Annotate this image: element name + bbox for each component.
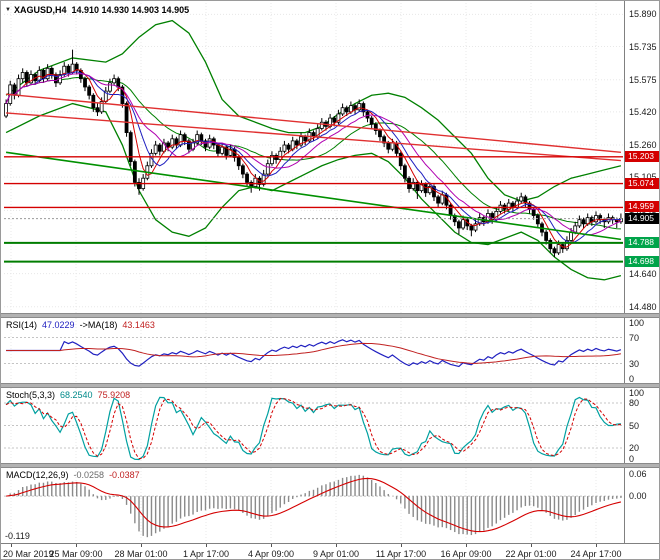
stochastic-axis-label: 80 [629, 398, 640, 408]
price-axis-label: 15.735 [629, 41, 657, 52]
macd-min-label: -0.119 [5, 531, 30, 541]
support-price-tag: 14.698 [625, 255, 659, 267]
time-axis-label: 24 Apr 17:00 [570, 549, 622, 559]
time-axis-tick [206, 544, 207, 547]
price-axis-label: 15.260 [629, 140, 657, 151]
time-axis-tick [76, 544, 77, 547]
time-axis-label: 9 Apr 01:00 [312, 549, 360, 559]
bollinger-bands [5, 19, 622, 281]
macd-pane [4, 474, 623, 538]
grid [4, 3, 623, 543]
macd-axis-label: 0.00 [629, 491, 647, 502]
rsi-name: RSI(14) [6, 320, 38, 330]
rsi-axis-label: 30 [629, 358, 640, 369]
time-axis-tick [596, 544, 597, 547]
rsi-ma-name: ->MA(18) [79, 320, 118, 330]
time-axis-tick [271, 544, 272, 547]
trendlines [5, 93, 622, 241]
macd-indicator-label: MACD(12,26,9) -0.0258 -0.0387 [6, 470, 145, 480]
time-axis-tick [11, 544, 12, 547]
stoch-name: Stoch(5,3,3) [6, 390, 56, 400]
resistance-price-tag: 14.959 [625, 201, 659, 213]
time-axis-label: 16 Apr 09:00 [440, 549, 492, 559]
rsi-axis-label: 100 [629, 318, 645, 328]
pane-separator[interactable] [1, 313, 659, 318]
stochastic-indicator-label: Stoch(5,3,3) 68.2540 75.9208 [6, 390, 135, 400]
stochastic-axis-label: 50 [629, 420, 640, 431]
pane-separator[interactable] [1, 383, 659, 388]
time-axis-label: 22 Apr 01:00 [505, 549, 557, 559]
resistance-price-tag: 15.203 [625, 150, 659, 162]
rsi-indicator-label: RSI(14) 47.0229 ->MA(18) 43.1463 [6, 320, 160, 330]
stoch-k-value: 68.2540 [60, 390, 93, 400]
time-axis-label: 4 Apr 09:00 [247, 549, 295, 559]
chart-header: ▼ XAGUSD,H4 14.910 14.930 14.903 14.905 [5, 5, 189, 15]
macd-axis-label: 0.06 [629, 468, 647, 479]
time-axis-label: 20 Mar 2019 [3, 549, 54, 559]
time-axis-label: 11 Apr 17:00 [375, 549, 427, 559]
macd-main-value: -0.0258 [73, 470, 105, 480]
resistance-price-tag: 15.074 [625, 177, 659, 189]
rsi-ma-value: 43.1463 [122, 320, 155, 330]
time-axis-tick [401, 544, 402, 547]
price-axis-label: 14.640 [629, 268, 657, 279]
stochastic-axis-label: 20 [629, 443, 640, 453]
rsi-axis-label: 70 [629, 332, 640, 343]
stochastic-axis-label: 100 [629, 388, 645, 398]
rsi-pane [4, 337, 623, 368]
price-axis-label: 15.575 [629, 74, 657, 85]
horizontal-levels [4, 156, 623, 263]
time-axis-label: 25 Mar 09:00 [49, 549, 103, 559]
current-price-tag: 14.905 [625, 212, 659, 224]
time-axis-tick [141, 544, 142, 547]
price-axis-label: 15.105 [629, 172, 657, 182]
moving-averages [5, 69, 622, 248]
time-axis-tick [336, 544, 337, 547]
price-axis-label: 14.480 [629, 301, 657, 312]
stochastic-pane [4, 396, 623, 461]
support-price-tag: 14.788 [625, 236, 659, 248]
stoch-d-value: 75.9208 [97, 390, 131, 400]
price-axis-label: 15.420 [629, 106, 657, 117]
macd-name: MACD(12,26,9) [6, 470, 69, 480]
time-axis-tick [466, 544, 467, 547]
time-axis-label: 28 Mar 01:00 [114, 549, 168, 559]
time-axis[interactable]: 20 Mar 2019 25 Mar 09:00 28 Mar 01:00 1 Apr… [1, 543, 659, 559]
macd-signal-value: -0.0387 [109, 470, 140, 480]
pane-separator[interactable] [1, 463, 659, 468]
price-axis[interactable]: 15.890 15.735 15.575 15.420 15.260 15.105 14.9… [624, 1, 659, 543]
rsi-axis-label: 0 [629, 374, 635, 384]
chart-ohlc-quote: 14.910 14.930 14.903 14.905 [71, 5, 190, 15]
price-axis-label: 15.890 [629, 9, 657, 20]
rsi-value: 47.0229 [42, 320, 75, 330]
time-axis-tick [531, 544, 532, 547]
time-axis-label: 1 Apr 17:00 [182, 549, 230, 559]
stochastic-axis-label: 0 [629, 454, 635, 464]
symbol-dropdown-icon: ▼ [5, 7, 11, 13]
chart-symbol-timeframe: XAGUSD,H4 [13, 5, 67, 15]
